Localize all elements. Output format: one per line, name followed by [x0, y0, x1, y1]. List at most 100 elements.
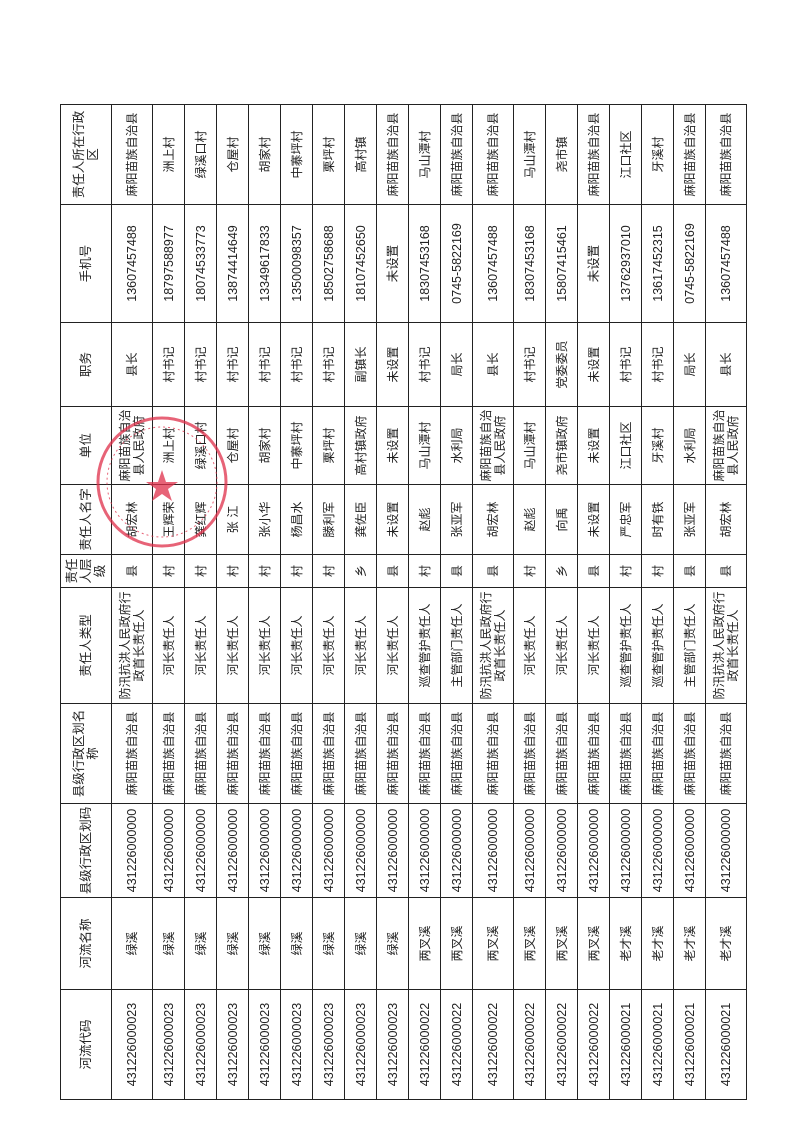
- cell-county-name: 麻阳苗族自治县: [111, 703, 153, 804]
- cell-river-code: 431226000023: [280, 989, 313, 1100]
- cell-county-name: 麻阳苗族自治县: [312, 703, 345, 804]
- cell-river-code: 431226000021: [641, 989, 674, 1100]
- cell-person-name: 赵彪: [513, 484, 546, 555]
- header-county-code: 县级行政区划码: [60, 803, 112, 898]
- river-chief-table: 河流代码 河流名称 县级行政区划码 县级行政区划名称 责任人类型 责任人层级 责任人名字 单位…: [60, 104, 747, 1100]
- cell-river-name: 两叉溪: [513, 897, 546, 990]
- cell-level: 村: [312, 554, 345, 588]
- table-row: 431226000023 绿溪 431226000000 麻阳苗族自治县 河长责任人村王…: [152, 104, 185, 1100]
- cell-river-code: 431226000022: [513, 989, 546, 1100]
- cell-responsibility-type: 河长责任人: [184, 587, 217, 704]
- table-row: 431226000023 绿溪 431226000000 麻阳苗族自治县 河长责任人村张…: [248, 104, 281, 1100]
- cell-phone: 18307453168: [408, 204, 441, 323]
- cell-position: 未设置: [577, 322, 610, 407]
- cell-admin-region: 绿溪口村: [184, 104, 217, 205]
- cell-phone: 18074533773: [184, 204, 217, 323]
- cell-county-name: 麻阳苗族自治县: [673, 703, 706, 804]
- cell-phone: 15807415461: [545, 204, 578, 323]
- cell-admin-region: 江口社区: [609, 104, 642, 205]
- cell-person-name: 张亚军: [440, 484, 473, 555]
- cell-county-code: 431226000000: [440, 803, 473, 898]
- cell-county-code: 431226000000: [280, 803, 313, 898]
- cell-river-code: 431226000021: [705, 989, 747, 1100]
- cell-position: 村书记: [152, 322, 185, 407]
- cell-unit: 水利局: [440, 406, 473, 485]
- cell-county-code: 431226000000: [376, 803, 409, 898]
- cell-level: 乡: [344, 554, 377, 588]
- cell-responsibility-type: 河长责任人: [513, 587, 546, 704]
- cell-responsibility-type: 河长责任人: [577, 587, 610, 704]
- cell-responsibility-type: 河长责任人: [216, 587, 249, 704]
- cell-level: 村: [513, 554, 546, 588]
- table-row: 431226000023 绿溪 431226000000 麻阳苗族自治县 防汛抗洪人民政…: [111, 104, 153, 1100]
- cell-county-name: 麻阳苗族自治县: [344, 703, 377, 804]
- table-row: 431226000023 绿溪 431226000000 麻阳苗族自治县 河长责任人县未…: [376, 104, 409, 1100]
- cell-level: 村: [216, 554, 249, 588]
- cell-admin-region: 高村镇: [344, 104, 377, 205]
- cell-river-name: 老才溪: [609, 897, 642, 990]
- cell-river-name: 绿溪: [184, 897, 217, 990]
- cell-responsibility-type: 河长责任人: [312, 587, 345, 704]
- table-row: 431226000021 老才溪 431226000000 麻阳苗族自治县 主管部门责任…: [673, 104, 706, 1100]
- cell-position: 县长: [705, 322, 747, 407]
- cell-county-code: 431226000000: [344, 803, 377, 898]
- header-position: 职务: [60, 322, 112, 407]
- cell-unit: 牙溪村: [641, 406, 674, 485]
- header-river-name: 河流名称: [60, 897, 112, 990]
- cell-phone: 18307453168: [513, 204, 546, 323]
- cell-county-name: 麻阳苗族自治县: [280, 703, 313, 804]
- cell-county-name: 麻阳苗族自治县: [376, 703, 409, 804]
- cell-river-code: 431226000021: [673, 989, 706, 1100]
- cell-county-code: 431226000000: [609, 803, 642, 898]
- cell-person-name: 胡宏林: [705, 484, 747, 555]
- cell-person-name: 严忠军: [609, 484, 642, 555]
- table-row: 431226000021 老才溪 431226000000 麻阳苗族自治县 巡查管护责任…: [609, 104, 642, 1100]
- cell-level: 村: [248, 554, 281, 588]
- header-level: 责任人层级: [60, 554, 112, 588]
- cell-unit: 江口社区: [609, 406, 642, 485]
- cell-unit: 高村镇政府: [344, 406, 377, 485]
- cell-phone: 18797588977: [152, 204, 185, 323]
- cell-admin-region: 麻阳苗族自治县: [472, 104, 514, 205]
- cell-county-code: 431226000000: [152, 803, 185, 898]
- cell-unit: 未设置: [577, 406, 610, 485]
- cell-unit: 未设置: [376, 406, 409, 485]
- cell-person-name: 时有铁: [641, 484, 674, 555]
- cell-responsibility-type: 巡查管护责任人: [609, 587, 642, 704]
- cell-river-code: 431226000022: [440, 989, 473, 1100]
- cell-responsibility-type: 巡查管护责任人: [408, 587, 441, 704]
- cell-river-name: 两叉溪: [577, 897, 610, 990]
- cell-unit: 栗坪村: [312, 406, 345, 485]
- cell-responsibility-type: 防汛抗洪人民政府行政首长责任人: [705, 587, 747, 704]
- cell-level: 县: [472, 554, 514, 588]
- table-row: 431226000022 两叉溪 431226000000 麻阳苗族自治县 巡查管护责任…: [408, 104, 441, 1100]
- cell-person-name: 龚佐臣: [344, 484, 377, 555]
- cell-admin-region: 洲上村: [152, 104, 185, 205]
- cell-river-code: 431226000022: [545, 989, 578, 1100]
- cell-unit: 仓屋村: [216, 406, 249, 485]
- cell-level: 村: [152, 554, 185, 588]
- cell-county-name: 麻阳苗族自治县: [152, 703, 185, 804]
- cell-person-name: 杨昌水: [280, 484, 313, 555]
- cell-county-code: 431226000000: [312, 803, 345, 898]
- cell-admin-region: 麻阳苗族自治县: [376, 104, 409, 205]
- cell-admin-region: 麻阳苗族自治县: [577, 104, 610, 205]
- cell-phone: 13500098357: [280, 204, 313, 323]
- cell-county-name: 麻阳苗族自治县: [641, 703, 674, 804]
- cell-county-code: 431226000000: [408, 803, 441, 898]
- cell-river-name: 绿溪: [344, 897, 377, 990]
- cell-person-name: 未设置: [376, 484, 409, 555]
- cell-county-code: 431226000000: [184, 803, 217, 898]
- cell-phone: 13607457488: [472, 204, 514, 323]
- cell-county-code: 431226000000: [705, 803, 747, 898]
- cell-county-code: 431226000000: [216, 803, 249, 898]
- header-admin-region: 责任人所在行政区: [60, 104, 112, 205]
- cell-phone: 13607457488: [705, 204, 747, 323]
- cell-level: 县: [705, 554, 747, 588]
- cell-unit: 胡家村: [248, 406, 281, 485]
- cell-river-name: 绿溪: [280, 897, 313, 990]
- cell-position: 村书记: [641, 322, 674, 407]
- cell-county-name: 麻阳苗族自治县: [545, 703, 578, 804]
- cell-person-name: 未设置: [577, 484, 610, 555]
- cell-position: 县长: [111, 322, 153, 407]
